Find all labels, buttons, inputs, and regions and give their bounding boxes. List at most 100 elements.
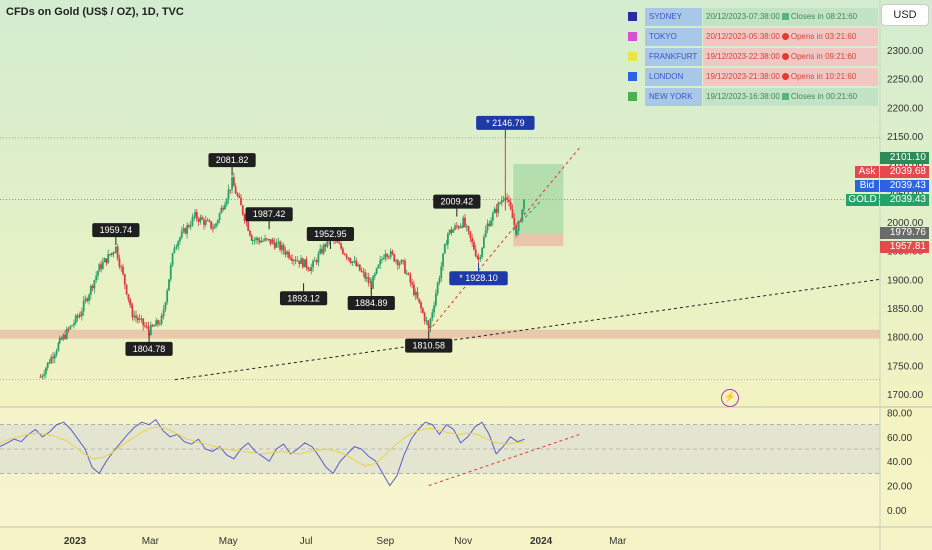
x-tick-label: May xyxy=(219,536,238,547)
session-status: Opens in 03:21:60 xyxy=(790,32,857,41)
candle-body xyxy=(177,241,180,247)
candle-body xyxy=(477,258,480,260)
candle-body xyxy=(476,256,479,259)
candle-body xyxy=(93,280,96,289)
candle-body xyxy=(74,315,77,324)
candle-body xyxy=(497,202,500,213)
candle-body xyxy=(43,374,45,376)
price-label-text: * 1928.10 xyxy=(459,273,498,283)
candle-body xyxy=(95,275,98,281)
candle-body xyxy=(482,237,485,248)
candle-body xyxy=(67,328,70,330)
candle-body xyxy=(105,258,108,264)
candle-body xyxy=(511,209,514,219)
price-tag-low: 1957.81 xyxy=(880,241,929,253)
candle-body xyxy=(312,260,314,268)
candle-body xyxy=(112,252,115,254)
candle-body xyxy=(153,325,156,327)
candle-body xyxy=(241,205,244,215)
candle-body xyxy=(255,238,257,240)
candle-body xyxy=(474,249,477,257)
candle-body xyxy=(175,246,178,249)
red-trendline xyxy=(428,147,581,332)
session-time: 20/12/2023-07:38:00 Closes in 08:21:60 xyxy=(703,8,878,26)
candle-body xyxy=(280,245,283,250)
price-label-text: 1959.74 xyxy=(100,225,133,235)
candle-body xyxy=(342,248,344,254)
candle-body xyxy=(508,199,510,202)
candle-body xyxy=(171,253,174,266)
candle-body xyxy=(436,282,439,294)
candle-body xyxy=(351,261,354,263)
candle-body xyxy=(393,253,396,262)
candle-body xyxy=(78,315,81,318)
price-tag-gold: 2039.43 xyxy=(880,194,929,206)
candle-body xyxy=(224,204,226,210)
candle-body xyxy=(400,260,403,264)
candle-body xyxy=(301,258,304,268)
candle-body xyxy=(48,362,51,364)
candle-body xyxy=(402,260,405,262)
candle-body xyxy=(391,251,394,254)
candle-body xyxy=(373,273,376,277)
rsi-smoothing-line xyxy=(0,426,525,467)
candle-body xyxy=(298,260,301,265)
candle-body xyxy=(277,241,280,243)
session-color-swatch xyxy=(628,72,637,81)
candle-body xyxy=(238,195,241,198)
candle-body xyxy=(88,294,90,301)
candle-body xyxy=(469,231,472,238)
session-status: Opens in 09:21:60 xyxy=(790,52,857,61)
rsi-trendline xyxy=(428,433,580,487)
candle-body xyxy=(515,224,517,235)
candle-body xyxy=(414,291,417,296)
candle-body xyxy=(127,294,130,300)
candle-body xyxy=(502,199,505,201)
price-label-text: 1804.78 xyxy=(133,344,166,354)
candle-body xyxy=(326,237,329,247)
lightning-icon[interactable]: ⚡ xyxy=(721,389,739,407)
y-tick-label: 2250.00 xyxy=(887,75,924,86)
candle-body xyxy=(182,228,185,232)
price-label-box xyxy=(347,295,395,310)
candle-body xyxy=(86,298,89,301)
candle-body xyxy=(493,208,496,214)
candle-body xyxy=(197,218,200,222)
session-time: 19/12/2023-22:38:00 Opens in 09:21:60 xyxy=(703,48,878,66)
candle-body xyxy=(407,273,410,275)
candle-body xyxy=(131,305,133,308)
candle-body xyxy=(452,229,455,233)
price-tag-ask: 2039.68 xyxy=(880,166,929,178)
candle-body xyxy=(151,324,154,327)
candle-body xyxy=(195,212,198,219)
candle-body xyxy=(310,267,313,271)
candle-body xyxy=(362,271,365,273)
candle-body xyxy=(303,259,306,268)
candle-body xyxy=(296,260,299,262)
candle-body xyxy=(116,246,119,259)
candle-body xyxy=(411,282,414,285)
price-label-text: * 2146.79 xyxy=(486,118,525,128)
session-color-swatch xyxy=(628,92,637,101)
candle-body xyxy=(236,193,239,196)
candle-body xyxy=(194,212,196,217)
candle-body xyxy=(193,216,196,218)
candle-body xyxy=(405,273,408,275)
price-label-text: 1810.58 xyxy=(412,341,445,351)
candle-body xyxy=(438,278,441,283)
session-color-swatch xyxy=(628,52,637,61)
candle-body xyxy=(459,226,462,228)
candle-body xyxy=(80,311,83,317)
candle-body xyxy=(123,274,126,285)
bid-label: Bid xyxy=(855,180,879,192)
currency-button[interactable]: USD xyxy=(881,4,929,26)
candle-body xyxy=(69,325,72,329)
candle-body xyxy=(457,226,460,228)
price-label-text: 1952.95 xyxy=(314,229,347,239)
candle-body xyxy=(262,240,265,242)
candle-body xyxy=(440,266,443,279)
candle-body xyxy=(44,367,47,375)
candle-body xyxy=(289,257,292,260)
candle-body xyxy=(120,266,123,268)
